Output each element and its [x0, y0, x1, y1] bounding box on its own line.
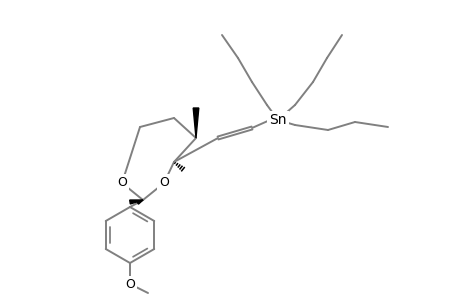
Polygon shape: [193, 108, 198, 138]
Text: O: O: [117, 176, 127, 190]
Polygon shape: [137, 200, 143, 204]
Text: O: O: [159, 176, 168, 190]
Text: Sn: Sn: [269, 113, 286, 127]
Polygon shape: [129, 200, 143, 204]
Text: O: O: [125, 278, 134, 292]
